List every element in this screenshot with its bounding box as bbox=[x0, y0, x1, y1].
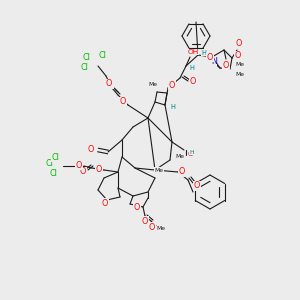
Text: O: O bbox=[194, 182, 200, 190]
Text: OH: OH bbox=[188, 49, 199, 55]
Text: H: H bbox=[190, 149, 194, 154]
Text: Cl: Cl bbox=[45, 160, 53, 169]
Text: O: O bbox=[80, 167, 86, 176]
Text: O: O bbox=[120, 98, 126, 106]
Text: O: O bbox=[190, 77, 196, 86]
Text: Me: Me bbox=[176, 154, 184, 158]
Text: O: O bbox=[235, 52, 241, 61]
Text: O: O bbox=[106, 80, 112, 88]
Text: O: O bbox=[207, 52, 213, 62]
Text: Cl: Cl bbox=[51, 152, 59, 161]
Text: O: O bbox=[142, 217, 148, 226]
Text: Me: Me bbox=[154, 167, 164, 172]
Text: Cl: Cl bbox=[80, 64, 88, 73]
Text: O: O bbox=[107, 80, 113, 88]
Text: O: O bbox=[88, 146, 94, 154]
Text: O: O bbox=[96, 164, 102, 173]
Text: N: N bbox=[211, 58, 217, 67]
Text: Me: Me bbox=[236, 71, 244, 76]
Text: Me: Me bbox=[236, 61, 244, 67]
Text: O: O bbox=[149, 223, 155, 232]
Text: O: O bbox=[223, 61, 229, 70]
Text: O: O bbox=[179, 167, 185, 176]
Text: Cl: Cl bbox=[49, 169, 57, 178]
Text: H: H bbox=[190, 65, 194, 71]
Text: H: H bbox=[171, 104, 176, 110]
Text: O: O bbox=[169, 80, 175, 89]
Text: O: O bbox=[236, 40, 242, 49]
Text: H: H bbox=[202, 50, 206, 56]
Text: O: O bbox=[134, 203, 140, 212]
Text: Me: Me bbox=[148, 82, 158, 86]
Text: O: O bbox=[76, 160, 82, 169]
Text: O: O bbox=[102, 199, 108, 208]
Text: O: O bbox=[187, 151, 193, 157]
Text: Cl: Cl bbox=[82, 53, 90, 62]
Text: Me: Me bbox=[157, 226, 166, 232]
Text: Cl: Cl bbox=[98, 52, 106, 61]
